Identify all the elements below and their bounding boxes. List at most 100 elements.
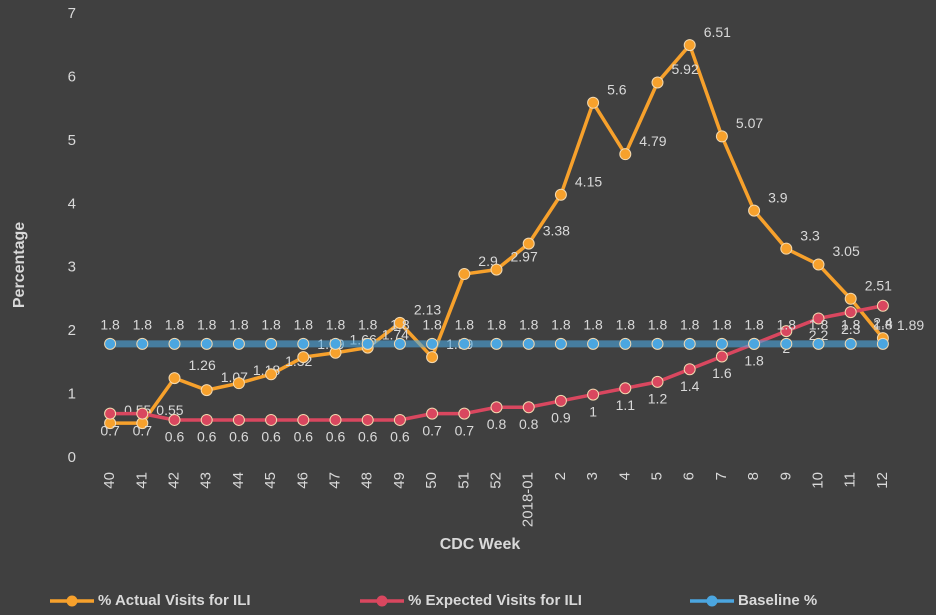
data-point	[522, 337, 535, 350]
data-label: 1.8	[390, 317, 410, 333]
data-label: 0.6	[229, 429, 249, 445]
y-tick-label: 7	[68, 5, 76, 22]
data-label: 2.4	[873, 314, 893, 330]
data-point	[587, 337, 600, 350]
x-tick-label: 5	[648, 472, 665, 480]
data-point	[490, 337, 503, 350]
y-tick-label: 1	[68, 386, 76, 403]
x-tick-label: 47	[326, 472, 343, 489]
data-label: 1.8	[133, 317, 153, 333]
data-label: 1.8	[455, 317, 475, 333]
data-label: 1.26	[189, 357, 216, 373]
data-point	[780, 337, 793, 350]
data-point	[458, 268, 471, 281]
data-label: 2.97	[511, 248, 538, 264]
x-tick-label: 49	[391, 472, 408, 489]
data-label: 5.6	[607, 82, 627, 98]
data-label: 0.7	[133, 422, 153, 438]
data-label: 0.7	[455, 422, 475, 438]
data-point	[104, 337, 117, 350]
data-label: 3.05	[833, 243, 860, 259]
y-tick-label: 0	[68, 449, 76, 466]
x-tick-label: 42	[165, 472, 182, 489]
data-label: 1.8	[712, 317, 732, 333]
data-label: 1.8	[809, 317, 829, 333]
data-label: 1.8	[487, 317, 507, 333]
data-label: 0.7	[422, 422, 442, 438]
data-point	[876, 299, 889, 312]
x-tick-label: 2018-01	[520, 472, 537, 527]
data-point	[232, 337, 245, 350]
x-axis-title: CDC Week	[440, 536, 521, 553]
x-tick-label: 48	[359, 472, 376, 489]
x-tick-label: 10	[809, 472, 826, 489]
data-point	[812, 337, 825, 350]
data-label: 1.8	[165, 317, 185, 333]
data-point	[619, 337, 632, 350]
data-point	[426, 337, 439, 350]
data-label: 1.6	[712, 365, 732, 381]
legend-marker	[66, 595, 78, 607]
data-label: 4.79	[639, 133, 666, 149]
data-point	[393, 337, 406, 350]
x-tick-label: 50	[423, 472, 440, 489]
data-point	[168, 413, 181, 426]
y-axis-title: Percentage	[11, 222, 28, 308]
data-label: 1.8	[583, 317, 603, 333]
data-point	[780, 325, 793, 338]
data-label: 1.8	[777, 317, 797, 333]
data-label: 0.6	[358, 429, 378, 445]
x-tick-label: 2	[552, 472, 569, 480]
data-point	[844, 306, 857, 319]
data-point	[458, 407, 471, 420]
data-point	[265, 337, 278, 350]
data-label: 1.8	[261, 317, 281, 333]
data-label: 0.6	[197, 429, 217, 445]
data-label: 0.6	[390, 429, 410, 445]
data-label: 1.8	[326, 317, 346, 333]
data-point	[200, 413, 213, 426]
data-point	[587, 96, 600, 109]
data-point	[619, 148, 632, 161]
data-label: 0.7	[100, 422, 120, 438]
data-label: 1.8	[294, 317, 314, 333]
data-point	[683, 337, 696, 350]
data-point	[361, 337, 374, 350]
data-label: 1.8	[873, 317, 893, 333]
data-point	[297, 351, 310, 364]
data-label: 0.6	[261, 429, 281, 445]
y-tick-label: 3	[68, 259, 76, 276]
data-point	[522, 237, 535, 250]
x-tick-label: 44	[230, 472, 247, 489]
data-point	[232, 377, 245, 390]
data-point	[780, 242, 793, 255]
data-label: 1.8	[229, 317, 249, 333]
data-label: 1.8	[551, 317, 571, 333]
data-point	[812, 312, 825, 325]
x-tick-label: 12	[874, 472, 891, 489]
data-label: 0.8	[487, 416, 507, 432]
data-point	[200, 384, 213, 397]
data-point	[715, 350, 728, 363]
data-point	[458, 337, 471, 350]
data-point	[748, 204, 761, 217]
data-label: 1.8	[197, 317, 217, 333]
data-label: 1.8	[744, 353, 764, 369]
x-tick-label: 8	[745, 472, 762, 480]
x-tick-label: 3	[584, 472, 601, 480]
data-point	[393, 413, 406, 426]
data-label: 2.2	[809, 327, 829, 343]
data-label: 0.55	[156, 402, 183, 418]
data-point	[104, 407, 117, 420]
y-tick-label: 6	[68, 68, 76, 85]
data-point	[844, 337, 857, 350]
data-point	[651, 337, 664, 350]
data-point	[651, 76, 664, 89]
data-label: 0.9	[551, 410, 571, 426]
data-label: 5.92	[672, 61, 699, 77]
data-label: 6.51	[704, 24, 731, 40]
x-tick-label: 4	[616, 472, 633, 480]
data-point	[522, 401, 535, 414]
data-point	[812, 258, 825, 271]
